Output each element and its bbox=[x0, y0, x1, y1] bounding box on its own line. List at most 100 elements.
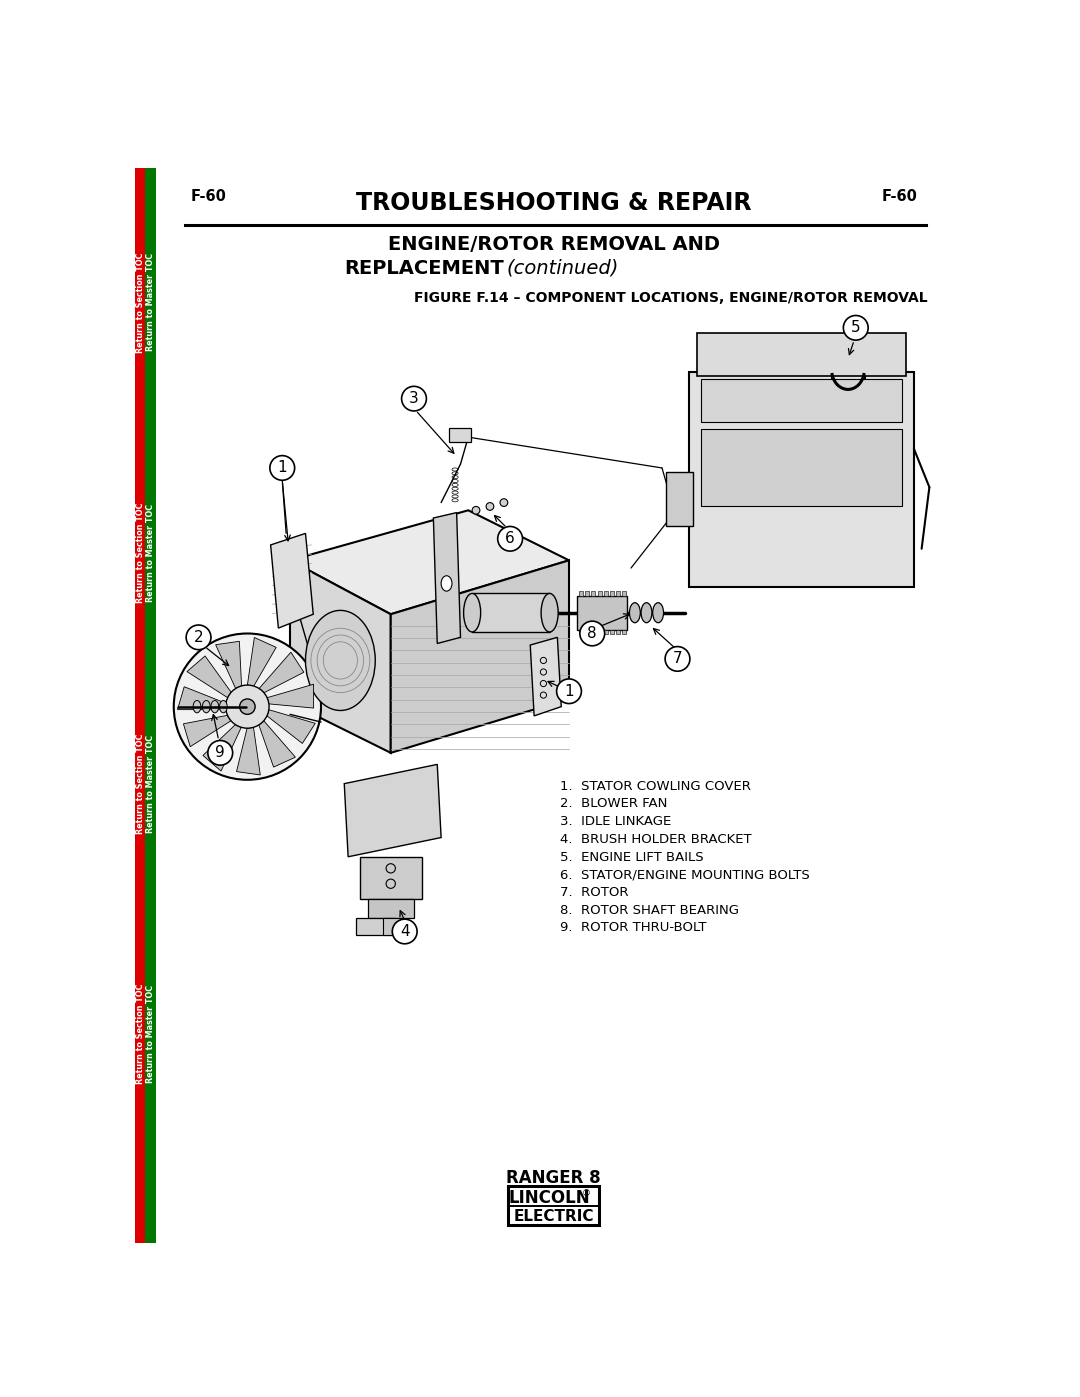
Circle shape bbox=[843, 316, 868, 339]
Polygon shape bbox=[391, 560, 569, 753]
Text: 8: 8 bbox=[588, 626, 597, 641]
Bar bbox=[585, 591, 590, 595]
Bar bbox=[622, 630, 626, 634]
Bar bbox=[701, 429, 902, 507]
Polygon shape bbox=[530, 637, 562, 715]
Text: Return to Master TOC: Return to Master TOC bbox=[146, 735, 156, 833]
Circle shape bbox=[226, 685, 269, 728]
Bar bbox=[367, 900, 414, 918]
Text: REPLACEMENT: REPLACEMENT bbox=[345, 258, 504, 278]
Bar bbox=[701, 380, 902, 422]
Bar bbox=[666, 472, 693, 525]
Text: 5: 5 bbox=[851, 320, 861, 335]
Text: 2.  BLOWER FAN: 2. BLOWER FAN bbox=[559, 798, 667, 810]
Ellipse shape bbox=[441, 576, 451, 591]
Text: 8.  ROTOR SHAFT BEARING: 8. ROTOR SHAFT BEARING bbox=[559, 904, 739, 916]
Circle shape bbox=[580, 622, 605, 645]
Polygon shape bbox=[433, 513, 460, 644]
Bar bbox=[145, 168, 156, 1243]
Circle shape bbox=[665, 647, 690, 671]
Text: Return to Master TOC: Return to Master TOC bbox=[146, 253, 156, 352]
Ellipse shape bbox=[202, 700, 211, 712]
Circle shape bbox=[472, 507, 480, 514]
Bar bbox=[617, 630, 620, 634]
Circle shape bbox=[486, 503, 494, 510]
Text: RANGER 8: RANGER 8 bbox=[507, 1169, 600, 1186]
Bar bbox=[577, 595, 627, 630]
Circle shape bbox=[402, 387, 427, 411]
Bar bbox=[597, 630, 602, 634]
Text: 4.  BRUSH HOLDER BRACKET: 4. BRUSH HOLDER BRACKET bbox=[559, 833, 752, 847]
Polygon shape bbox=[267, 710, 315, 743]
Circle shape bbox=[240, 698, 255, 714]
Text: F-60: F-60 bbox=[191, 189, 227, 204]
Circle shape bbox=[207, 740, 232, 766]
Text: 1.  STATOR COWLING COVER: 1. STATOR COWLING COVER bbox=[559, 780, 751, 792]
Bar bbox=[597, 591, 602, 595]
Polygon shape bbox=[187, 657, 231, 697]
Polygon shape bbox=[247, 637, 276, 686]
Bar bbox=[610, 591, 613, 595]
Bar bbox=[579, 591, 583, 595]
Polygon shape bbox=[184, 715, 231, 746]
Bar bbox=[622, 591, 626, 595]
Bar bbox=[135, 168, 145, 1243]
Circle shape bbox=[392, 919, 417, 944]
Ellipse shape bbox=[642, 602, 652, 623]
Polygon shape bbox=[291, 510, 569, 615]
Circle shape bbox=[174, 633, 321, 780]
Polygon shape bbox=[237, 728, 260, 775]
Text: Return to Master TOC: Return to Master TOC bbox=[146, 985, 156, 1083]
Text: 1: 1 bbox=[278, 461, 287, 475]
Bar bbox=[592, 591, 595, 595]
Bar bbox=[617, 591, 620, 595]
Text: 3.  IDLE LINKAGE: 3. IDLE LINKAGE bbox=[559, 816, 671, 828]
Ellipse shape bbox=[306, 610, 375, 711]
Ellipse shape bbox=[541, 594, 558, 631]
Bar bbox=[592, 630, 595, 634]
Ellipse shape bbox=[463, 594, 481, 631]
Text: LINCOLN: LINCOLN bbox=[508, 1189, 590, 1207]
Text: F-60: F-60 bbox=[882, 189, 918, 204]
Bar bbox=[604, 630, 608, 634]
Ellipse shape bbox=[219, 700, 227, 712]
Text: (continued): (continued) bbox=[507, 258, 619, 278]
Text: Return to Master TOC: Return to Master TOC bbox=[146, 503, 156, 602]
Text: 2: 2 bbox=[193, 630, 203, 645]
Ellipse shape bbox=[193, 700, 201, 712]
Text: 3: 3 bbox=[409, 391, 419, 407]
Text: ENGINE/ROTOR REMOVAL AND: ENGINE/ROTOR REMOVAL AND bbox=[388, 236, 719, 254]
Text: 7: 7 bbox=[673, 651, 683, 666]
Polygon shape bbox=[259, 721, 296, 767]
Text: TROUBLESHOOTING & REPAIR: TROUBLESHOOTING & REPAIR bbox=[355, 191, 752, 215]
Text: Return to Section TOC: Return to Section TOC bbox=[135, 503, 145, 604]
Circle shape bbox=[556, 679, 581, 704]
Bar bbox=[579, 630, 583, 634]
Circle shape bbox=[186, 624, 211, 650]
Polygon shape bbox=[177, 687, 226, 710]
Bar bbox=[697, 334, 906, 376]
Text: 6: 6 bbox=[505, 531, 515, 546]
Text: 5.  ENGINE LIFT BAILS: 5. ENGINE LIFT BAILS bbox=[559, 851, 703, 863]
Polygon shape bbox=[203, 725, 241, 771]
Ellipse shape bbox=[211, 700, 218, 712]
Text: ELECTRIC: ELECTRIC bbox=[513, 1208, 594, 1224]
Polygon shape bbox=[267, 685, 313, 708]
Bar bbox=[585, 630, 590, 634]
Ellipse shape bbox=[630, 602, 640, 623]
Bar bbox=[360, 856, 422, 900]
Text: 4: 4 bbox=[400, 923, 409, 939]
Circle shape bbox=[270, 455, 295, 481]
Circle shape bbox=[498, 527, 523, 550]
Text: FIGURE F.14 – COMPONENT LOCATIONS, ENGINE/ROTOR REMOVAL: FIGURE F.14 – COMPONENT LOCATIONS, ENGIN… bbox=[414, 291, 928, 305]
Ellipse shape bbox=[652, 602, 663, 623]
Bar bbox=[383, 918, 405, 936]
Polygon shape bbox=[271, 534, 313, 629]
Polygon shape bbox=[216, 641, 242, 689]
Bar bbox=[356, 918, 394, 936]
Polygon shape bbox=[345, 764, 441, 856]
Polygon shape bbox=[259, 652, 303, 693]
Bar bbox=[610, 630, 613, 634]
Bar bbox=[689, 372, 914, 587]
Text: Return to Section TOC: Return to Section TOC bbox=[135, 983, 145, 1084]
